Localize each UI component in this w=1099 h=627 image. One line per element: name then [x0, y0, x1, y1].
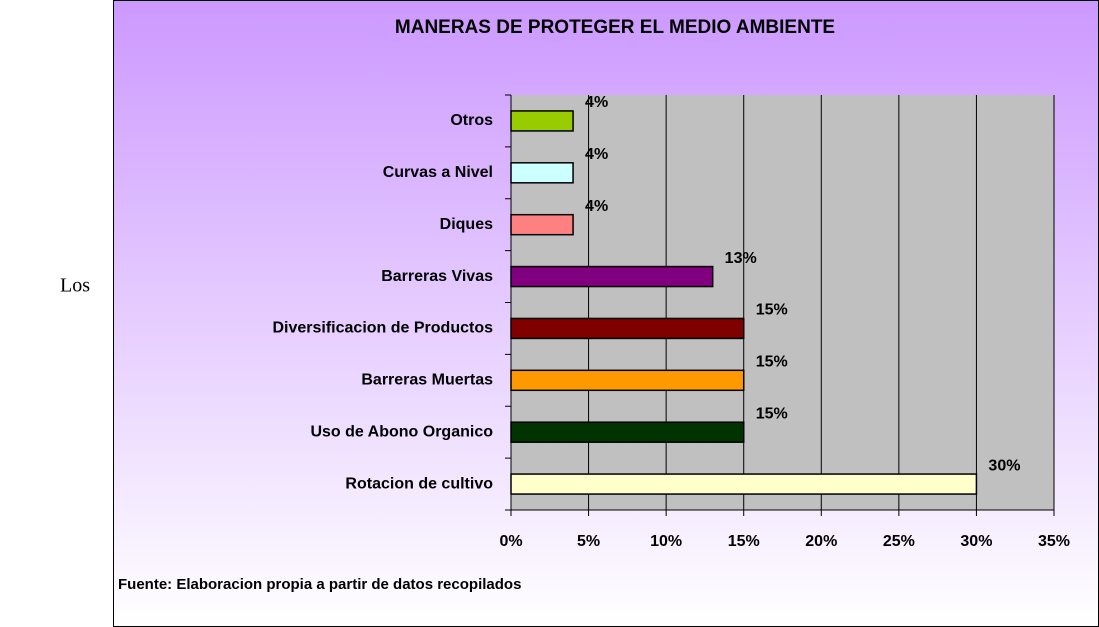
x-tick-label: 25% [883, 533, 915, 550]
x-tick-label: 5% [577, 533, 600, 550]
x-tick-label: 0% [499, 533, 522, 550]
data-label: 15% [756, 405, 788, 422]
bar [510, 473, 978, 495]
data-label: 4% [585, 94, 608, 111]
y-tick-label: Otros [450, 112, 493, 129]
data-label: 4% [585, 198, 608, 215]
side-text: Los [60, 275, 90, 297]
bar [510, 421, 745, 443]
y-tick-label: Curvas a Nivel [383, 164, 493, 181]
bar [510, 369, 745, 392]
bar [510, 213, 574, 236]
data-label: 4% [585, 146, 608, 163]
y-tick-label: Diques [440, 216, 493, 233]
y-tick-label: Rotacion de cultivo [345, 475, 493, 492]
bar [510, 162, 574, 184]
data-label: 15% [756, 302, 788, 319]
x-tick-label: 30% [960, 533, 992, 550]
bar [510, 110, 574, 132]
data-label: 15% [756, 354, 788, 371]
x-tick-label: 10% [650, 533, 682, 550]
bar [510, 317, 745, 340]
y-tick-label: Barreras Muertas [361, 372, 493, 389]
data-label: 30% [988, 457, 1020, 474]
y-tick-label: Barreras Vivas [381, 268, 493, 285]
x-tick-label: 20% [805, 533, 837, 550]
chart-title: MANERAS DE PROTEGER EL MEDIO AMBIENTE [395, 17, 835, 38]
y-tick-label: Uso de Abono Organico [310, 423, 493, 440]
y-tick-label: Diversificacion de Productos [272, 320, 493, 337]
x-tick-label: 35% [1038, 533, 1070, 550]
bar [510, 265, 714, 288]
source-note: Fuente: Elaboracion propia a partir de d… [118, 576, 521, 593]
data-label: 13% [725, 250, 757, 267]
x-tick-label: 15% [728, 533, 760, 550]
